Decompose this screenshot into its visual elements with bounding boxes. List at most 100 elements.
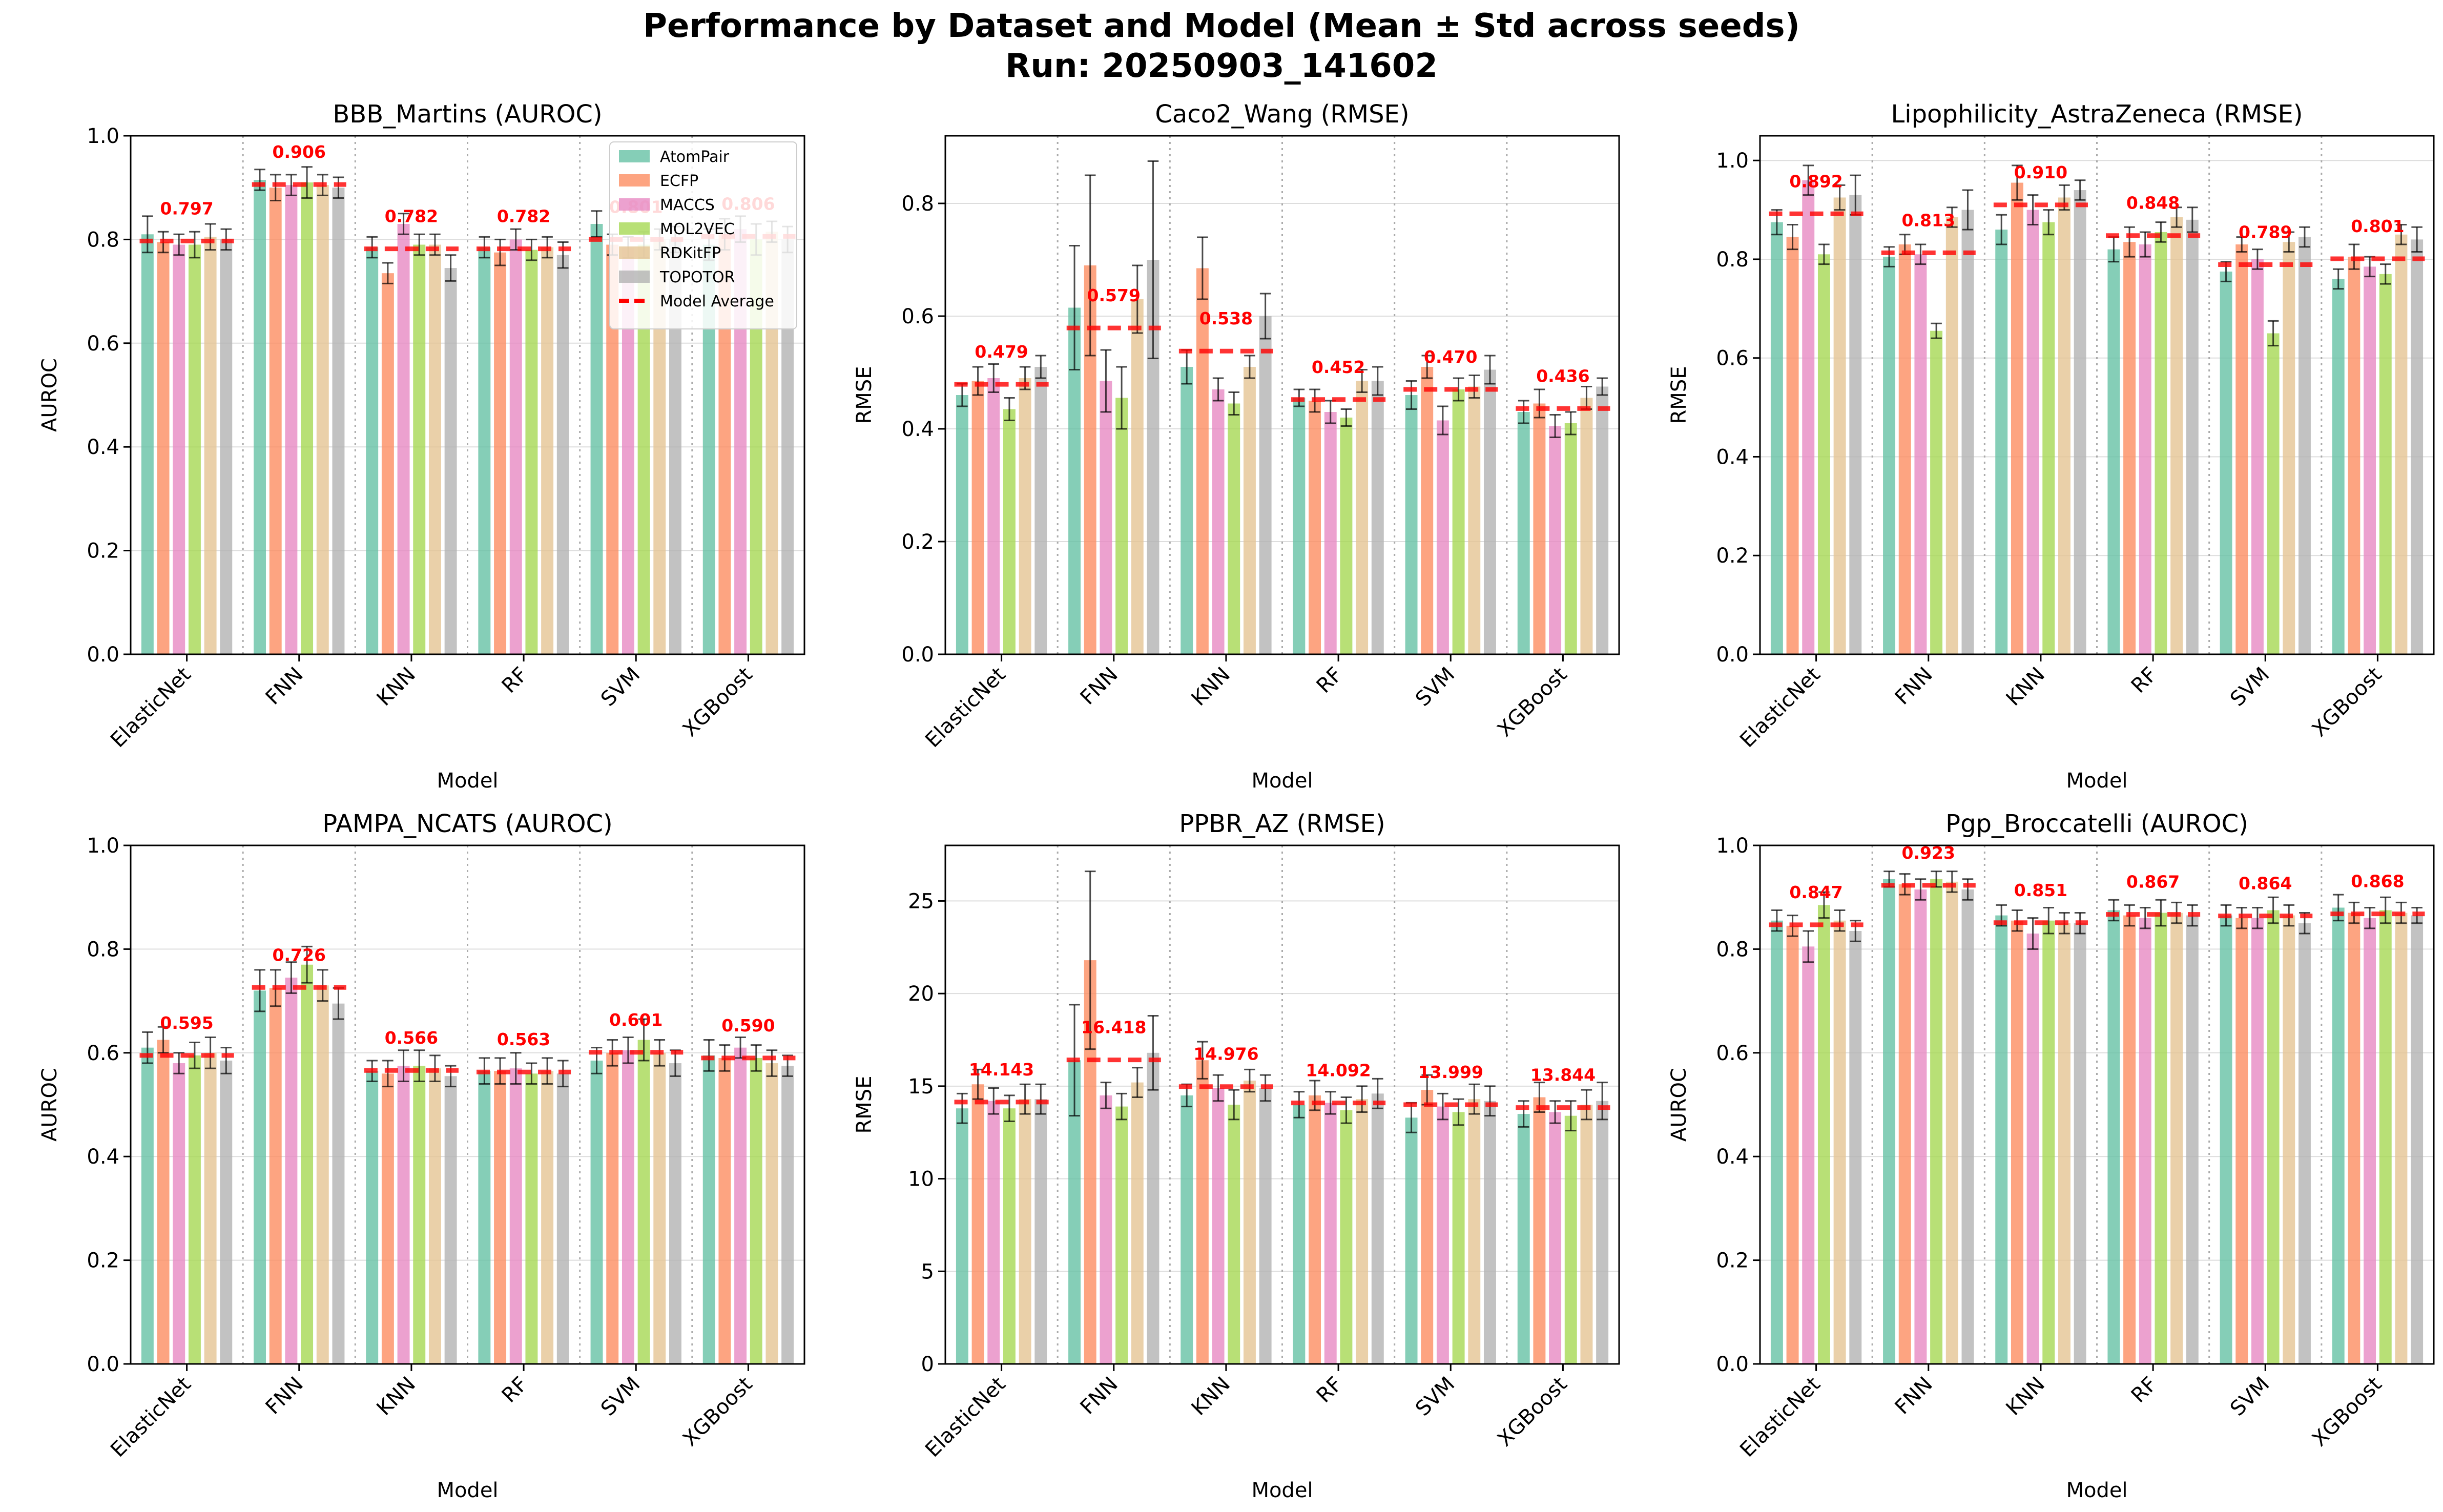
bar-mol2vec bbox=[1452, 1112, 1465, 1364]
y-axis-label: RMSE bbox=[853, 1076, 876, 1134]
y-tick-label: 0.8 bbox=[1716, 248, 1749, 272]
bar-ecfp bbox=[1786, 925, 1799, 1364]
panel-title: Pgp_Broccatelli (AUROC) bbox=[1945, 810, 2248, 838]
bar-ecfp bbox=[1898, 244, 1911, 654]
bar-maccs bbox=[734, 1047, 747, 1364]
bar-ecfp bbox=[606, 1052, 619, 1364]
legend-box bbox=[609, 141, 797, 329]
bar-topotor bbox=[1034, 367, 1047, 654]
bar-rdkitfp bbox=[2395, 913, 2408, 1364]
bar-maccs bbox=[622, 247, 634, 655]
bar-maccs bbox=[173, 1063, 185, 1364]
panels: 0.7970.9060.7820.7820.8010.8060.00.20.40… bbox=[38, 100, 2435, 1502]
panel-title: PPBR_AZ (RMSE) bbox=[1179, 810, 1385, 838]
bar-atompair bbox=[1068, 307, 1081, 654]
model-average-label: 14.143 bbox=[969, 1060, 1034, 1080]
bar-topotor bbox=[1483, 369, 1496, 654]
model-average-label: 0.563 bbox=[497, 1029, 550, 1049]
y-tick-label: 0.0 bbox=[87, 643, 119, 667]
bar-mol2vec bbox=[1228, 1105, 1240, 1364]
bar-atompair bbox=[2107, 249, 2120, 655]
bar-atompair bbox=[366, 247, 379, 655]
bar-topotor bbox=[1259, 316, 1272, 654]
y-tick-label: 0.2 bbox=[1716, 544, 1749, 568]
bar-maccs bbox=[1914, 254, 1927, 654]
bar-mol2vec bbox=[637, 1040, 650, 1364]
plot-frame bbox=[130, 844, 805, 1365]
model-average-label: 0.867 bbox=[2126, 872, 2180, 892]
bar-ecfp bbox=[1309, 1095, 1321, 1364]
y-tick-label: 0.8 bbox=[87, 938, 119, 961]
bar-ecfp bbox=[494, 252, 507, 654]
bar-ecfp bbox=[269, 188, 282, 654]
legend-swatch-mol2vec bbox=[619, 222, 650, 235]
model-average-label: 0.906 bbox=[273, 142, 326, 162]
bar-mol2vec bbox=[1340, 1110, 1353, 1364]
y-tick-label: 0.4 bbox=[1716, 1145, 1749, 1169]
model-average-label: 13.999 bbox=[1418, 1062, 1483, 1082]
bar-rdkitfp bbox=[1131, 299, 1144, 654]
y-axis-label: AUROC bbox=[38, 358, 61, 432]
bar-topotor bbox=[444, 1076, 457, 1364]
bar-topotor bbox=[781, 239, 794, 654]
model-average-label: 0.590 bbox=[721, 1016, 775, 1035]
legend-swatch-ecfp bbox=[619, 174, 650, 187]
bar-topotor bbox=[1596, 386, 1609, 654]
bar-topotor bbox=[1596, 1101, 1609, 1364]
model-average-label: 0.847 bbox=[1789, 882, 1842, 902]
bar-topotor bbox=[1034, 1099, 1047, 1364]
bar-maccs bbox=[734, 229, 747, 654]
bar-mol2vec bbox=[1817, 905, 1830, 1364]
bar-mol2vec bbox=[525, 1073, 538, 1364]
y-tick-label: 0.8 bbox=[901, 192, 934, 216]
bar-rdkitfp bbox=[1945, 881, 1958, 1364]
bar-ecfp bbox=[1196, 1060, 1209, 1364]
bar-topotor bbox=[2186, 915, 2199, 1364]
bar-atompair bbox=[1181, 1095, 1193, 1364]
x-axis-label: Model bbox=[1251, 1479, 1313, 1502]
y-tick-label: 0.4 bbox=[87, 436, 119, 459]
bar-mol2vec bbox=[1340, 418, 1353, 654]
x-axis-label: Model bbox=[2066, 1479, 2127, 1502]
bar-ecfp bbox=[1898, 884, 1911, 1364]
bar-topotor bbox=[1147, 1052, 1160, 1364]
y-axis-label: AUROC bbox=[1667, 1068, 1691, 1142]
y-tick-label: 0.8 bbox=[87, 228, 119, 252]
bar-rdkitfp bbox=[653, 1052, 666, 1364]
y-tick-label: 0.2 bbox=[87, 540, 119, 563]
y-tick-label: 0.2 bbox=[901, 530, 934, 554]
bar-maccs bbox=[1212, 1088, 1225, 1364]
bar-topotor bbox=[2074, 190, 2086, 654]
bar-rdkitfp bbox=[1243, 1081, 1256, 1364]
model-average-label: 0.601 bbox=[609, 1010, 662, 1030]
y-tick-label: 1.0 bbox=[1716, 834, 1749, 858]
bar-maccs bbox=[1212, 389, 1225, 654]
bar-atompair bbox=[1181, 367, 1193, 654]
bar-atompair bbox=[141, 1047, 154, 1364]
legend-label: AtomPair bbox=[660, 148, 730, 166]
y-tick-label: 0.2 bbox=[1716, 1249, 1749, 1273]
bar-atompair bbox=[2332, 907, 2345, 1364]
legend-swatch-maccs bbox=[619, 198, 650, 211]
bar-topotor bbox=[332, 1003, 345, 1364]
y-tick-label: 25 bbox=[908, 889, 934, 913]
bar-ecfp bbox=[2348, 257, 2361, 655]
bar-atompair bbox=[2107, 910, 2120, 1364]
bar-rdkitfp bbox=[1356, 381, 1369, 654]
bar-rdkitfp bbox=[316, 185, 329, 654]
y-axis-label: RMSE bbox=[1667, 366, 1691, 424]
bar-maccs bbox=[622, 1050, 634, 1364]
bar-mol2vec bbox=[2267, 333, 2280, 654]
bar-topotor bbox=[220, 1060, 233, 1364]
model-average-label: 14.976 bbox=[1193, 1044, 1258, 1064]
bar-atompair bbox=[254, 180, 266, 654]
bar-mol2vec bbox=[188, 244, 201, 654]
bar-maccs bbox=[2364, 266, 2376, 654]
y-tick-label: 0.0 bbox=[1716, 643, 1749, 667]
plot-frame bbox=[1759, 135, 2435, 655]
panel-4: 0.595 0.726 0.566 0.563 0.601 0.590 0.0 0.2 0.4 0… bbox=[38, 810, 805, 1502]
legend-label: Model Average bbox=[660, 293, 774, 310]
bar-mol2vec bbox=[1564, 1115, 1577, 1364]
bar-maccs bbox=[1914, 889, 1927, 1364]
bar-atompair bbox=[1517, 1114, 1530, 1364]
